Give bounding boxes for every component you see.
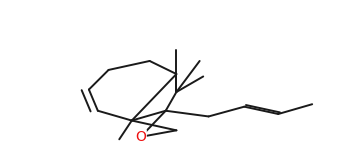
- Text: O: O: [135, 130, 146, 144]
